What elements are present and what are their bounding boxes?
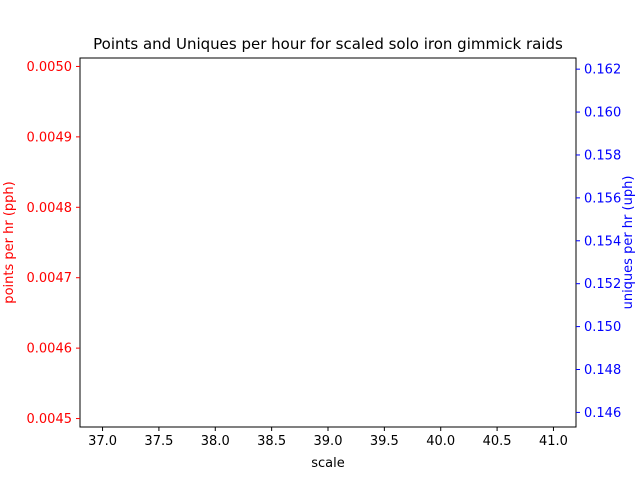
y-right-tick-label: 0.158 (584, 148, 621, 163)
plot-frame (79, 57, 577, 428)
y-left-tick-label: 0.0046 (27, 342, 73, 357)
y-left-tick-label: 0.0050 (27, 60, 73, 75)
x-tick-label: 40.5 (483, 434, 512, 449)
y-right-tick-label: 0.152 (584, 277, 621, 292)
x-tick-label: 41.0 (539, 434, 568, 449)
y-axis-right-label: uniques per hr (uph) (621, 176, 636, 310)
x-tick-label: 40.0 (426, 434, 455, 449)
x-axis: 37.0 37.5 38.0 38.5 39.0 39.5 40.0 40.5 41.0 (88, 427, 568, 449)
y-right-tick-label: 0.160 (584, 106, 621, 121)
chart-title: Points and Uniques per hour for scaled s… (93, 35, 563, 53)
x-tick-label: 38.0 (201, 434, 230, 449)
y-left-tick-label: 0.0048 (27, 201, 73, 216)
x-tick-label: 39.0 (314, 434, 343, 449)
x-tick-label: 38.5 (257, 434, 286, 449)
x-axis-label: scale (311, 456, 345, 471)
y-right-tick-label: 0.148 (584, 363, 621, 378)
y-right-tick-label: 0.150 (584, 320, 621, 335)
y-right-tick-label: 0.154 (584, 234, 621, 249)
y-axis-right: 0.146 0.148 0.150 0.152 0.154 0.156 0.158 0.160… (576, 63, 621, 421)
y-right-tick-label: 0.162 (584, 63, 621, 78)
y-right-tick-label: 0.156 (584, 191, 621, 206)
y-axis-left: 0.0045 0.0046 0.0047 0.0048 0.0049 0.0050 (27, 60, 80, 427)
y-left-tick-label: 0.0045 (27, 412, 73, 427)
y-axis-left-label: points per hr (pph) (2, 181, 17, 303)
x-tick-label: 39.5 (370, 434, 399, 449)
y-left-tick-label: 0.0047 (27, 271, 73, 286)
y-right-tick-label: 0.146 (584, 406, 621, 421)
x-tick-label: 37.5 (144, 434, 173, 449)
x-tick-label: 37.0 (88, 434, 117, 449)
y-left-tick-label: 0.0049 (27, 130, 73, 145)
